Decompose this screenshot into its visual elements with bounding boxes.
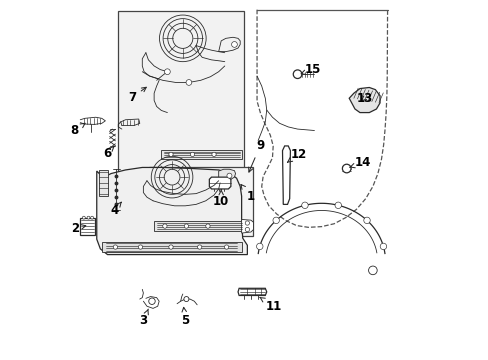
Circle shape [87, 216, 90, 219]
Polygon shape [97, 167, 247, 255]
Circle shape [293, 70, 301, 78]
Polygon shape [161, 149, 241, 159]
Text: 12: 12 [287, 148, 306, 162]
Circle shape [113, 245, 117, 249]
Circle shape [272, 217, 279, 224]
Circle shape [244, 227, 249, 231]
Circle shape [138, 245, 142, 249]
Circle shape [301, 202, 307, 208]
Circle shape [90, 216, 93, 219]
Polygon shape [102, 242, 241, 252]
Text: 9: 9 [248, 139, 264, 172]
Polygon shape [348, 87, 379, 113]
Text: 13: 13 [356, 92, 372, 105]
Circle shape [244, 221, 249, 225]
Circle shape [334, 202, 341, 208]
Text: 6: 6 [102, 147, 114, 159]
Text: 14: 14 [349, 156, 370, 169]
Circle shape [211, 152, 216, 157]
Circle shape [342, 164, 350, 173]
Text: 3: 3 [139, 309, 148, 328]
Polygon shape [238, 288, 266, 296]
Circle shape [82, 216, 85, 219]
Circle shape [184, 224, 188, 228]
Polygon shape [209, 177, 230, 189]
Text: 1: 1 [241, 184, 254, 203]
Text: 8: 8 [70, 123, 85, 137]
Circle shape [190, 152, 194, 157]
Text: 4: 4 [110, 202, 121, 217]
Circle shape [231, 41, 237, 47]
Polygon shape [218, 37, 240, 51]
Circle shape [164, 69, 170, 75]
Circle shape [185, 80, 191, 85]
Circle shape [168, 152, 173, 157]
Text: 10: 10 [213, 189, 229, 208]
Polygon shape [218, 169, 235, 181]
Bar [149, 167, 253, 235]
Circle shape [256, 243, 263, 249]
Polygon shape [282, 146, 290, 204]
Circle shape [197, 245, 202, 249]
Circle shape [368, 266, 376, 275]
Circle shape [363, 217, 369, 224]
Polygon shape [99, 170, 107, 196]
Polygon shape [241, 220, 253, 233]
Text: 2: 2 [71, 222, 85, 235]
Text: 11: 11 [260, 297, 281, 313]
Circle shape [183, 297, 188, 302]
Circle shape [205, 224, 210, 228]
Polygon shape [154, 221, 244, 231]
Text: 15: 15 [301, 63, 321, 76]
Polygon shape [80, 218, 94, 234]
Circle shape [163, 224, 167, 228]
Text: 5: 5 [181, 307, 189, 328]
Circle shape [226, 173, 231, 178]
Circle shape [168, 245, 173, 249]
Circle shape [380, 243, 386, 249]
Text: 7: 7 [128, 87, 146, 104]
Bar [118, 12, 244, 173]
Circle shape [148, 298, 155, 305]
Circle shape [224, 245, 228, 249]
